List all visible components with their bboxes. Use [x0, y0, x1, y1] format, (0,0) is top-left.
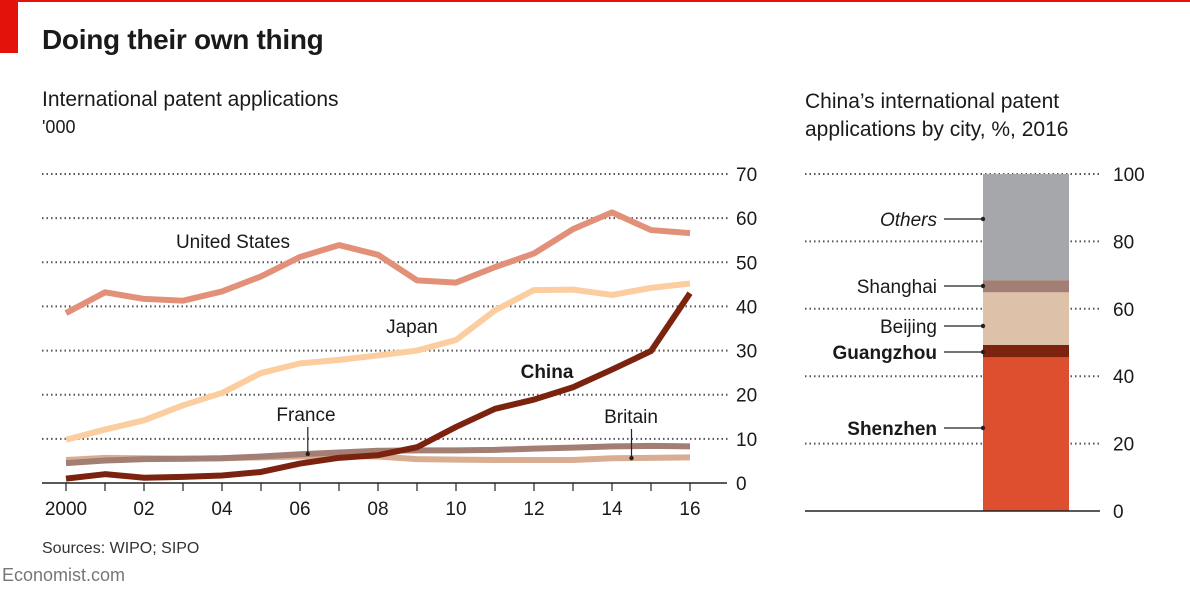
y-tick-label: 70 — [736, 165, 757, 186]
segment-label-others: Others — [880, 210, 938, 231]
x-tick-label: 08 — [367, 499, 388, 520]
bar-segment-shenzhen — [983, 357, 1069, 511]
y-tick-label: 60 — [736, 209, 757, 230]
segment-leader-dot-others — [980, 216, 986, 222]
segment-leader-dot-shanghai — [980, 283, 986, 289]
y-tick-label: 20 — [736, 386, 757, 407]
chart-title: Doing their own thing — [42, 24, 324, 55]
line-chart: 0 10 20 30 40 50 60 70 2000 02 04 06 08 10 12 14 16 Unite… — [42, 165, 757, 520]
segment-label-beijing: Beijing — [880, 317, 937, 338]
label-pointer-dot-france — [305, 451, 310, 457]
x-tick-label: 06 — [289, 499, 310, 520]
bar-segment-guangzhou — [983, 344, 1069, 358]
segment-leader-dot-guangzhou — [980, 349, 986, 355]
segment-leader-dot-shenzhen — [980, 425, 986, 431]
bar-segment-beijing — [983, 292, 1069, 345]
brand-credit: Economist.com — [2, 565, 126, 585]
y-tick-label: 100 — [1113, 165, 1145, 186]
brand-red-tag — [0, 0, 18, 53]
bar-segment-shanghai — [983, 280, 1069, 293]
stacked-bar-chart: 0 20 40 60 80 100 Shenzhen Guangzhou Beijing Shan… — [805, 165, 1145, 523]
y-tick-label: 10 — [736, 430, 757, 451]
x-tick-label: 02 — [133, 499, 154, 520]
x-tick-label: 16 — [679, 499, 700, 520]
y-tick-label: 0 — [736, 474, 747, 495]
series-label-france: France — [276, 405, 335, 426]
series-label-china: China — [521, 362, 574, 383]
series-label-united-states: United States — [176, 232, 290, 253]
series-label-britain: Britain — [604, 407, 658, 428]
y-tick-label: 40 — [736, 297, 757, 318]
x-tick-label: 04 — [211, 499, 233, 520]
x-tick-label: 10 — [445, 499, 466, 520]
series-label-japan: Japan — [386, 317, 438, 338]
x-tick-label: 2000 — [45, 499, 87, 520]
y-tick-label: 50 — [736, 253, 757, 274]
segment-label-shenzhen: Shenzhen — [847, 419, 937, 440]
top-rule — [0, 0, 1190, 2]
y-tick-label: 80 — [1113, 232, 1134, 253]
segment-leader-dot-beijing — [980, 323, 986, 329]
y-tick-label: 40 — [1113, 367, 1134, 388]
y-tick-label: 60 — [1113, 300, 1134, 321]
y-tick-label: 20 — [1113, 435, 1134, 456]
y-tick-label: 0 — [1113, 502, 1124, 523]
x-tick-label: 12 — [523, 499, 544, 520]
x-tick-label: 14 — [601, 499, 623, 520]
segment-label-guangzhou: Guangzhou — [833, 343, 937, 364]
label-pointer-dot-britain — [629, 455, 634, 461]
bar-segment-others — [983, 174, 1069, 281]
segment-label-shanghai: Shanghai — [857, 277, 937, 298]
source-note: Sources: WIPO; SIPO — [42, 540, 200, 557]
bar-chart-title: China’s international patent application… — [805, 90, 1069, 141]
y-tick-label: 30 — [736, 342, 757, 363]
line-chart-unit: '000 — [42, 117, 76, 137]
line-chart-title: International patent applications — [42, 88, 339, 111]
